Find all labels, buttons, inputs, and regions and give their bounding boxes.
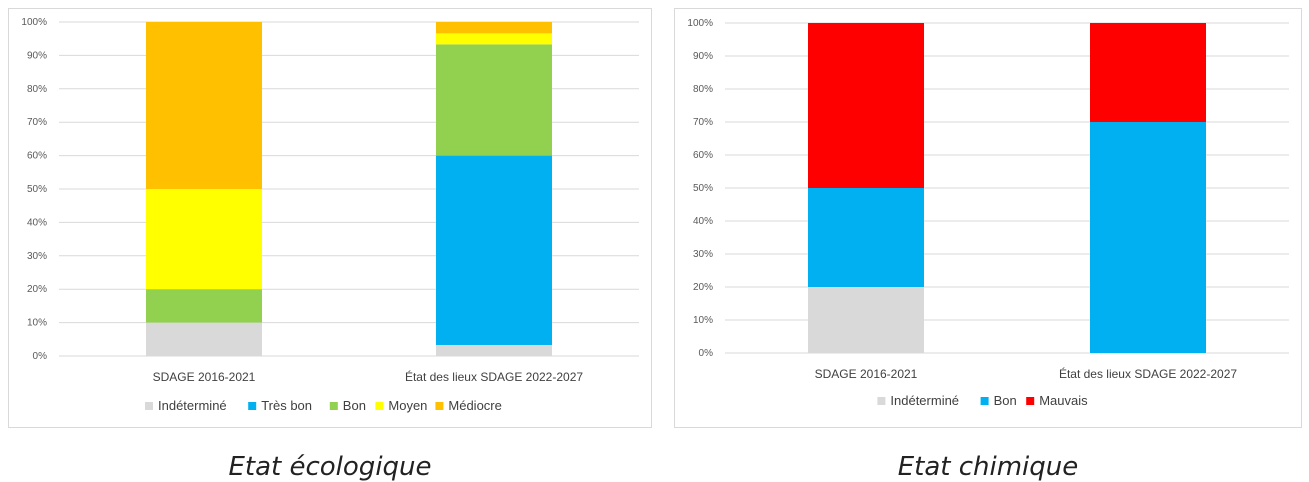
y-tick-label: 30% bbox=[27, 251, 47, 262]
chemical-chart-svg: 0% 10% 20% 30% 40% 50% 60% 70% 80% 90% 100% SDAGE 2… bbox=[687, 18, 1289, 408]
y-tick-label: 30% bbox=[693, 249, 713, 260]
y-tick-label: 50% bbox=[27, 184, 47, 195]
category-label: SDAGE 2016-2021 bbox=[815, 367, 918, 381]
y-tick-label: 100% bbox=[687, 18, 713, 29]
bar-tres-bon-2 bbox=[436, 155, 552, 345]
y-tick-label: 70% bbox=[27, 117, 47, 128]
legend-label-moyen: Moyen bbox=[388, 398, 427, 413]
y-tick-label: 20% bbox=[27, 284, 47, 295]
y-tick-label: 90% bbox=[693, 51, 713, 62]
y-tick-label: 60% bbox=[693, 150, 713, 161]
y-tick-label: 80% bbox=[27, 84, 47, 95]
y-tick-label: 10% bbox=[693, 315, 713, 326]
legend-swatch-indetermine bbox=[145, 402, 153, 410]
bar-moyen-1 bbox=[146, 189, 262, 290]
y-tick-label: 80% bbox=[693, 84, 713, 95]
bar-bon-1 bbox=[146, 289, 262, 323]
y-tick-label: 0% bbox=[699, 348, 714, 359]
legend-label-bon: Bon bbox=[994, 393, 1017, 408]
ecological-status-chart: 0% 10% 20% 30% 40% 50% 60% 70% 80% 90% 100% SDAGE 2… bbox=[8, 8, 652, 428]
legend-label-indetermine: Indéterminé bbox=[890, 393, 959, 408]
ecological-chart-svg: 0% 10% 20% 30% 40% 50% 60% 70% 80% 90% 100% SDAGE 2… bbox=[21, 17, 639, 413]
legend-swatch-mediocre bbox=[435, 402, 444, 410]
bar-mauvais-2 bbox=[1090, 23, 1206, 122]
legend-swatch-bon bbox=[980, 397, 989, 405]
y-tick-label: 70% bbox=[693, 117, 713, 128]
y-tick-label: 50% bbox=[693, 183, 713, 194]
legend-swatch-tres-bon bbox=[248, 402, 257, 410]
bar-bon-2 bbox=[436, 44, 552, 156]
chemical-status-chart: 0% 10% 20% 30% 40% 50% 60% 70% 80% 90% 100% SDAGE 2… bbox=[674, 8, 1302, 428]
bar-mediocre-2 bbox=[436, 22, 552, 34]
y-tick-label: 20% bbox=[693, 282, 713, 293]
y-tick-label: 0% bbox=[33, 351, 48, 362]
chemical-status-caption: Etat chimique bbox=[897, 452, 1079, 482]
bar-bon-2 bbox=[1090, 122, 1206, 353]
legend-label-bon: Bon bbox=[343, 398, 366, 413]
legend-swatch-moyen bbox=[375, 402, 384, 410]
legend-label-mediocre: Médiocre bbox=[448, 398, 501, 413]
y-tick-label: 40% bbox=[693, 216, 713, 227]
bar-moyen-2 bbox=[436, 33, 552, 45]
bar-indetermine-2 bbox=[436, 344, 552, 356]
y-tick-label: 90% bbox=[27, 50, 47, 61]
y-tick-label: 40% bbox=[27, 217, 47, 228]
bar-indetermine-1 bbox=[146, 322, 262, 356]
category-label: SDAGE 2016-2021 bbox=[153, 370, 256, 384]
y-tick-label: 100% bbox=[21, 17, 47, 28]
legend-label-mauvais: Mauvais bbox=[1039, 393, 1088, 408]
bar-bon-1 bbox=[808, 188, 924, 287]
ecological-status-caption: Etat écologique bbox=[228, 452, 432, 482]
bar-indetermine-1 bbox=[808, 287, 924, 353]
category-label: État des lieux SDAGE 2022-2027 bbox=[1059, 366, 1237, 381]
y-tick-label: 60% bbox=[27, 151, 47, 162]
category-label: État des lieux SDAGE 2022-2027 bbox=[405, 369, 583, 384]
legend-swatch-indetermine bbox=[877, 397, 886, 405]
legend-label-indetermine: Indéterminé bbox=[158, 398, 227, 413]
bar-mediocre-1 bbox=[146, 22, 262, 189]
y-tick-label: 10% bbox=[27, 318, 47, 329]
legend-swatch-bon bbox=[329, 402, 338, 410]
bar-mauvais-1 bbox=[808, 23, 924, 188]
legend-swatch-mauvais bbox=[1026, 397, 1035, 405]
legend-label-tres-bon: Très bon bbox=[261, 398, 312, 413]
